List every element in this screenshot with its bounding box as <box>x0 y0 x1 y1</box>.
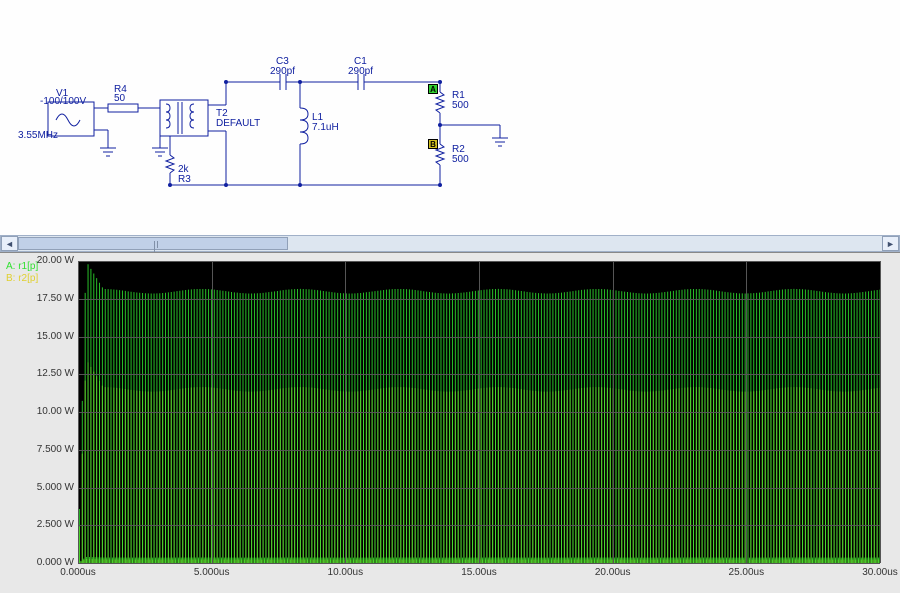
t2-value: DEFAULT <box>216 118 260 129</box>
schematic-svg <box>0 0 900 234</box>
l1-value: 7.1uH <box>312 122 339 133</box>
grid-line-h <box>78 563 880 564</box>
r2-value: 500 <box>452 154 469 165</box>
grid-line-v <box>613 261 614 563</box>
y-axis-tick-label: 12.50 W <box>4 368 74 379</box>
y-axis-tick-label: 20.00 W <box>4 255 74 266</box>
x-axis-tick-label: 5.000us <box>194 567 230 578</box>
scroll-right-arrow-icon[interactable]: ► <box>882 236 899 251</box>
y-axis-tick-label: 5.000 W <box>4 482 74 493</box>
probe-b[interactable]: B <box>428 139 438 149</box>
c3-value: 290pf <box>270 66 295 77</box>
trace-b-label: B: r2[p] <box>6 273 38 284</box>
y-axis-tick-label: 7.500 W <box>4 444 74 455</box>
grid-line-v <box>479 261 480 563</box>
y-axis-tick-label: 2.500 W <box>4 519 74 530</box>
v1-amplitude: -100/100V <box>40 96 86 107</box>
scroll-thumb[interactable] <box>18 237 288 250</box>
x-axis-tick-label: 0.000us <box>60 567 96 578</box>
plot-pane: A: r1[p] B: r2[p] 0.000 W2.500 W5.000 W7… <box>0 252 900 593</box>
v1-frequency: 3.55MHz <box>18 130 58 141</box>
x-axis-tick-label: 20.00us <box>595 567 631 578</box>
y-axis-tick-label: 15.00 W <box>4 331 74 342</box>
x-axis-tick-label: 25.00us <box>729 567 765 578</box>
grid-line-v <box>880 261 881 563</box>
r3-name: R3 <box>178 174 191 185</box>
grid-line-v <box>212 261 213 563</box>
grid-line-v <box>78 261 79 563</box>
y-axis-tick-label: 10.00 W <box>4 406 74 417</box>
scroll-left-arrow-icon[interactable]: ◄ <box>1 236 18 251</box>
r4-value: 50 <box>114 93 125 104</box>
x-axis-tick-label: 30.00us <box>862 567 898 578</box>
grid-line-v <box>345 261 346 563</box>
probe-a[interactable]: A <box>428 84 438 94</box>
c1-value: 290pf <box>348 66 373 77</box>
r1-value: 500 <box>452 100 469 111</box>
schematic-pane: V1 -100/100V 3.55MHz R4 50 T2 DEFAULT 2k… <box>0 0 900 235</box>
grid-line-v <box>746 261 747 563</box>
x-axis-tick-label: 10.00us <box>328 567 364 578</box>
horizontal-scrollbar[interactable]: ◄ ► <box>0 235 900 252</box>
x-axis-tick-label: 15.00us <box>461 567 497 578</box>
y-axis-tick-label: 17.50 W <box>4 293 74 304</box>
scroll-track[interactable] <box>18 236 882 251</box>
plot-area[interactable] <box>78 261 880 563</box>
